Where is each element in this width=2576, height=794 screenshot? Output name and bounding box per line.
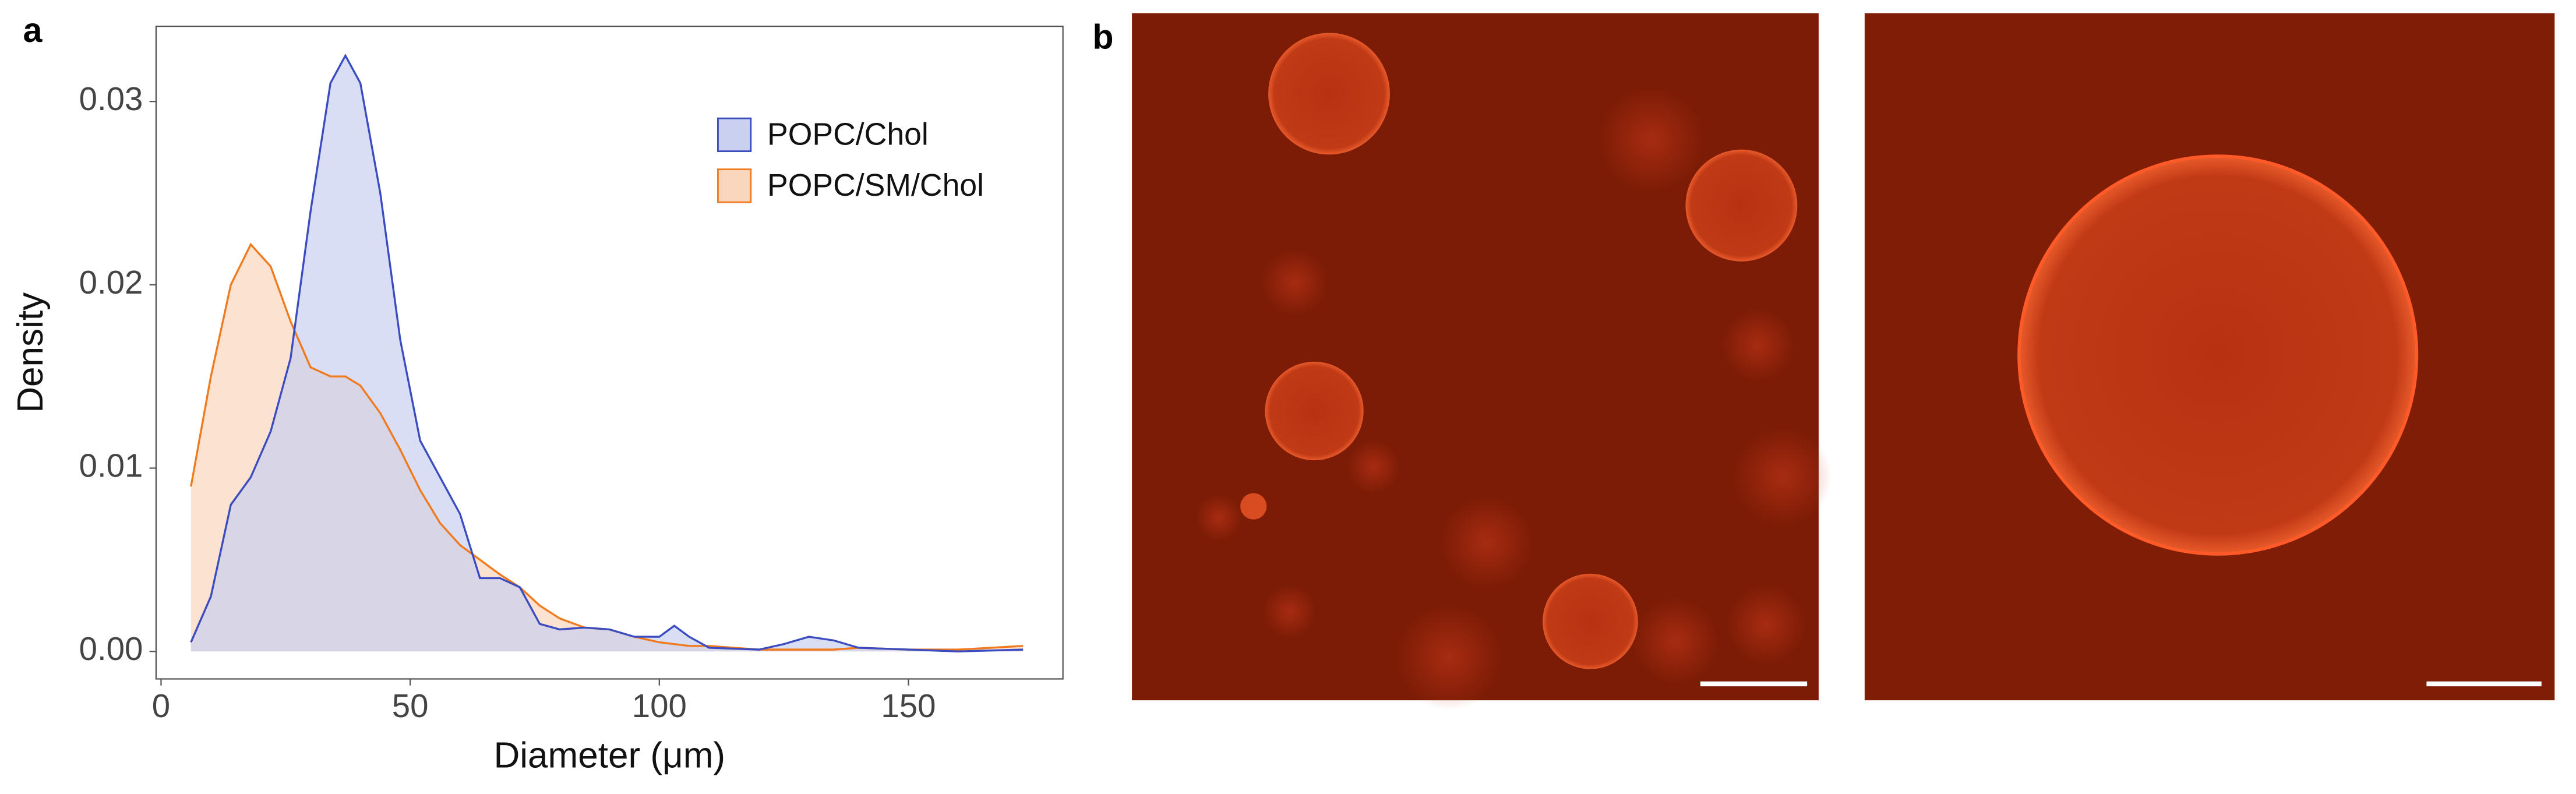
x-tick-label: 0	[152, 687, 170, 724]
density-line	[190, 53, 1024, 652]
y-tick-label: 0.03	[79, 80, 143, 117]
panel-label: a	[23, 10, 43, 50]
density-area	[190, 55, 1024, 652]
y-tick-label: 0.00	[79, 630, 143, 667]
micrograph-left	[1132, 13, 1832, 711]
y-axis-title: Density	[10, 292, 51, 413]
legend-label: POPC/Chol	[767, 117, 929, 151]
density-plot: 0.00 0.01 0.02 0.03 0 50 100 150 Diameter (μm) De…	[10, 26, 1064, 775]
legend-swatch	[717, 168, 752, 203]
y-tick-label: 0.02	[79, 264, 143, 301]
x-tick-label: 100	[632, 687, 687, 724]
y-tick-label: 0.01	[79, 447, 143, 484]
x-axis-title: Diameter (μm)	[493, 735, 725, 775]
panel-label: b	[1092, 17, 1113, 56]
legend-swatch	[717, 117, 752, 153]
x-tick-label: 50	[392, 687, 429, 724]
micrograph-right	[1864, 13, 2555, 701]
legend-label: POPC/SM/Chol	[767, 168, 984, 203]
x-tick-label: 150	[881, 687, 936, 724]
